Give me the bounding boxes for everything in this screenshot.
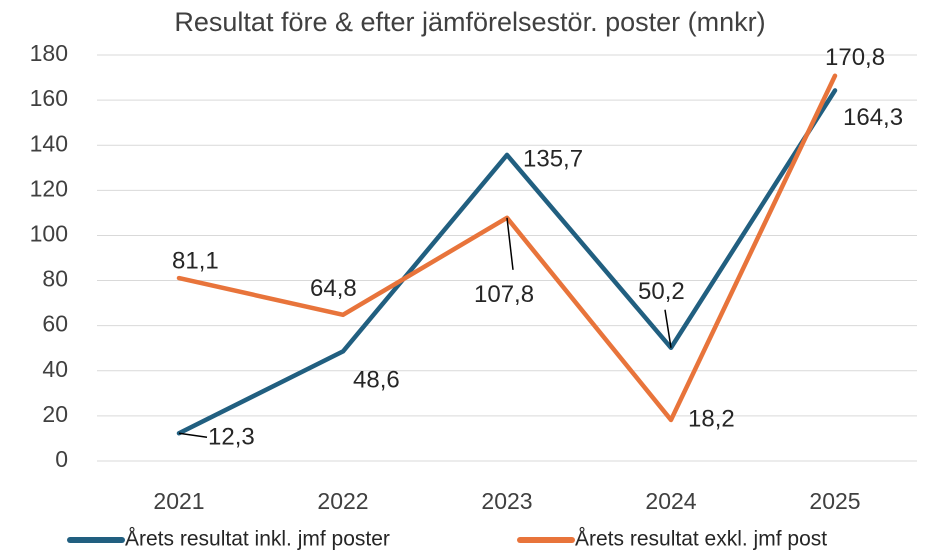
x-tick-label: 2021: [153, 488, 204, 514]
series-line: [176, 88, 838, 436]
y-tick-label: 0: [55, 446, 68, 472]
leader-line: [178, 432, 208, 438]
data-label: 164,3: [843, 104, 903, 131]
y-tick-label: 160: [30, 85, 68, 111]
y-tick-label: 120: [30, 175, 68, 201]
y-tick-label: 40: [42, 356, 68, 382]
y-tick-label: 80: [42, 266, 68, 292]
y-tick-label: 180: [30, 40, 68, 66]
data-label: 135,7: [523, 145, 583, 172]
data-label: 81,1: [172, 247, 219, 274]
leader-line: [506, 217, 514, 270]
data-label: 48,6: [353, 367, 400, 394]
data-label: 50,2: [638, 278, 685, 305]
x-tick-label: 2025: [809, 488, 860, 514]
y-tick-label: 140: [30, 130, 68, 156]
x-tick-label: 2022: [317, 488, 368, 514]
data-label: 18,2: [688, 405, 735, 432]
data-label: 64,8: [310, 275, 357, 302]
data-label: 107,8: [474, 281, 534, 308]
x-tick-label: 2024: [645, 488, 696, 514]
y-tick-label: 60: [42, 311, 68, 337]
x-tick-label: 2023: [481, 488, 532, 514]
data-label: 12,3: [208, 424, 255, 451]
chart-title: Resultat före & efter jämförelsestör. po…: [174, 7, 765, 37]
y-tick-label: 20: [42, 401, 68, 427]
data-label: 170,8: [825, 44, 885, 71]
legend-label: Årets resultat exkl. jmf post: [575, 528, 827, 551]
leader-line: [664, 309, 672, 348]
legend-label: Årets resultat inkl. jmf poster: [125, 528, 390, 551]
y-tick-label: 100: [30, 221, 68, 247]
